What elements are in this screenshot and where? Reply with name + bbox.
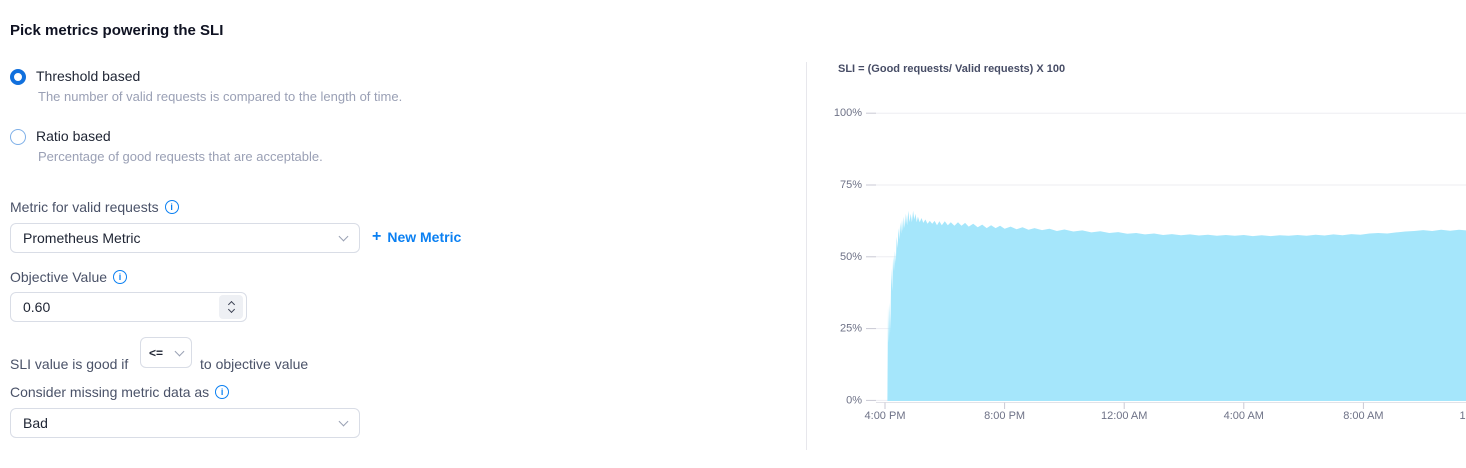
radio-option-ratio-based[interactable]: Ratio based (10, 128, 111, 145)
objective-value-input[interactable]: 0.60 (10, 292, 247, 322)
stepper-down-icon[interactable] (227, 305, 235, 314)
chevron-down-icon (338, 416, 349, 426)
missing-data-label-text: Consider missing metric data as (10, 384, 210, 400)
radio-option-threshold-based[interactable]: Threshold based (10, 68, 140, 85)
sli-area-chart: 0% 25% 50% 75% 100% 4:00 PM 8:00 PM 12:00 AM 4:0… (834, 107, 1466, 422)
new-metric-label: New Metric (387, 229, 462, 245)
page-title: Pick metrics powering the SLI (10, 22, 224, 39)
radio-label[interactable]: Ratio based (36, 128, 111, 144)
plus-icon: + (372, 228, 382, 245)
svg-text:12:00 PM: 12:00 PM (1459, 410, 1466, 422)
radio-description: The number of valid requests is compared… (38, 89, 403, 104)
comparator-select[interactable]: <= (140, 337, 192, 368)
svg-text:8:00 AM: 8:00 AM (1343, 410, 1383, 422)
good-if-prefix: SLI value is good if (10, 356, 129, 372)
info-icon[interactable]: i (215, 385, 230, 399)
missing-data-select-value: Bad (23, 415, 48, 431)
radio-unselected-icon[interactable] (10, 129, 26, 145)
radio-selected-icon[interactable] (10, 69, 26, 85)
radio-description: Percentage of good requests that are acc… (38, 149, 323, 164)
number-stepper[interactable] (219, 295, 243, 319)
good-if-suffix: to objective value (200, 356, 309, 372)
comparator-value: <= (149, 345, 164, 360)
svg-text:50%: 50% (840, 251, 862, 263)
chevron-down-icon (338, 231, 349, 241)
svg-text:4:00 AM: 4:00 AM (1224, 410, 1264, 422)
objective-value-text[interactable]: 0.60 (23, 299, 51, 315)
chart-title: SLI = (Good requests/ Valid requests) X … (838, 63, 1066, 75)
svg-text:8:00 PM: 8:00 PM (984, 410, 1025, 422)
svg-text:0%: 0% (846, 394, 862, 406)
objective-field-label-text: Objective Value (10, 269, 108, 285)
missing-data-select[interactable]: Bad (10, 408, 360, 438)
new-metric-button[interactable]: + New Metric (372, 228, 462, 246)
metric-field-label-text: Metric for valid requests (10, 199, 159, 215)
objective-field-label: Objective Value i (10, 269, 128, 285)
svg-text:12:00 AM: 12:00 AM (1101, 410, 1147, 422)
info-icon[interactable]: i (164, 200, 179, 214)
metric-select[interactable]: Prometheus Metric (10, 223, 360, 253)
svg-text:100%: 100% (834, 107, 862, 119)
metric-field-label: Metric for valid requests i (10, 199, 179, 215)
radio-label[interactable]: Threshold based (36, 68, 141, 84)
svg-text:4:00 PM: 4:00 PM (865, 410, 906, 422)
missing-data-field-label: Consider missing metric data as i (10, 384, 230, 400)
vertical-divider (806, 62, 807, 450)
svg-text:75%: 75% (840, 179, 862, 191)
metric-select-value: Prometheus Metric (23, 230, 141, 246)
svg-text:25%: 25% (840, 323, 862, 335)
info-icon[interactable]: i (113, 270, 128, 284)
chevron-down-icon (174, 346, 185, 357)
